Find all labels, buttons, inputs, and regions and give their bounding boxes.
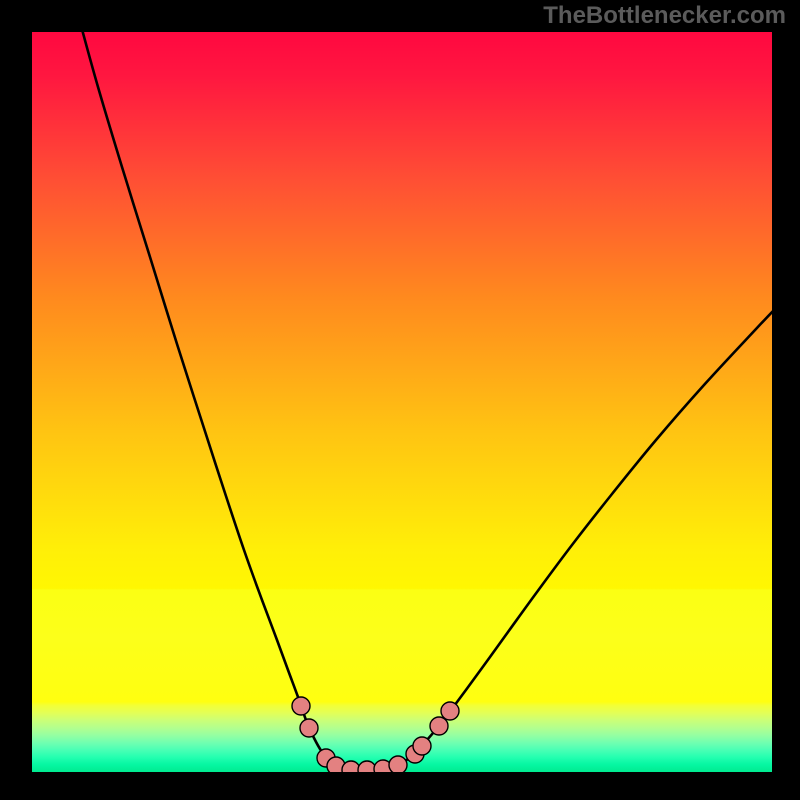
- plot-area: [32, 32, 772, 772]
- chart-svg: [32, 32, 772, 772]
- data-marker: [342, 761, 360, 772]
- watermark-text: TheBottlenecker.com: [543, 2, 786, 30]
- data-marker: [292, 697, 310, 715]
- chart-root: TheBottlenecker.com: [0, 0, 800, 800]
- data-marker: [300, 719, 318, 737]
- data-marker: [358, 761, 376, 772]
- data-marker: [413, 737, 431, 755]
- bottleneck-curve: [80, 32, 772, 770]
- data-marker: [389, 756, 407, 772]
- data-marker: [441, 702, 459, 720]
- data-marker: [430, 717, 448, 735]
